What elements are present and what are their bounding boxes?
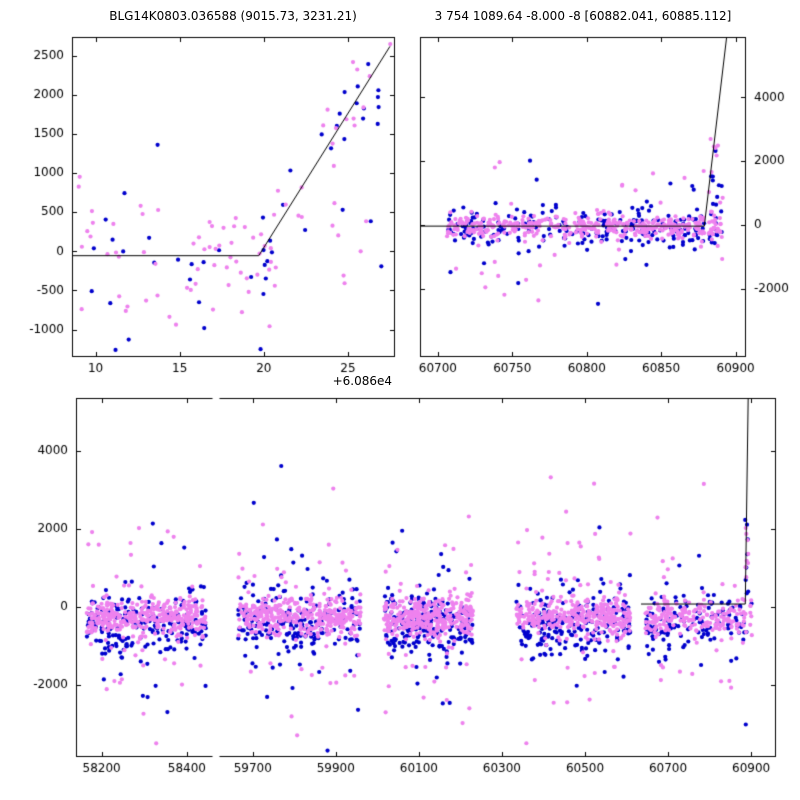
figure-title-left: BLG14K0803.036588 (9015.73, 3231.21): [109, 9, 357, 23]
figure-title-right: 3 754 1089.64 -8.000 -8 [60882.041, 6088…: [434, 9, 732, 23]
x-axis-offset-label: +6.086e4: [332, 374, 392, 388]
